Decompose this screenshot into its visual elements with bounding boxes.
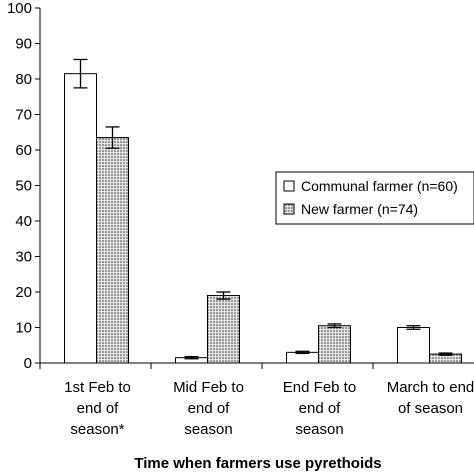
x-category-label: March to end — [387, 379, 474, 396]
legend-label-new: New farmer (n=74) — [301, 201, 418, 217]
chart-bars — [64, 58, 462, 364]
x-category-label: of season — [398, 400, 463, 417]
legend-box — [275, 171, 474, 225]
bar-new — [207, 295, 240, 364]
x-axis-label: Time when farmers use pyrethoids — [134, 455, 381, 472]
x-category-label: season* — [70, 421, 124, 438]
bar-new — [96, 137, 129, 364]
x-category-label: season — [295, 421, 343, 438]
x-category-label: season — [184, 421, 232, 438]
x-category-label: end of — [299, 400, 342, 417]
y-tick-label: 10 — [15, 320, 32, 337]
y-tick-label: 0 — [24, 355, 32, 372]
legend-swatch-communal — [283, 180, 295, 192]
y-tick-label: 50 — [15, 178, 32, 195]
y-tick-label: 100 — [7, 0, 32, 17]
y-tick-label: 40 — [15, 213, 32, 230]
y-tick-label: 60 — [15, 142, 32, 159]
x-category-label: End Feb to — [283, 379, 356, 396]
x-category-label: end of — [188, 400, 231, 417]
chart-legend: Communal farmer (n=60) New farmer (n=74) — [275, 171, 474, 225]
bar-communal — [397, 327, 430, 364]
bar-communal — [64, 73, 97, 364]
x-axis-categories: 1st Feb to end of season* Mid Feb to end of s… — [39, 363, 474, 438]
x-category-label: end of — [77, 400, 120, 417]
legend-swatch-new — [283, 203, 295, 215]
x-category-label: Mid Feb to — [173, 379, 244, 396]
y-axis-ticks: 0 10 20 30 40 50 60 70 80 90 100 — [7, 0, 40, 372]
bar-new — [318, 325, 351, 364]
y-tick-label: 80 — [15, 71, 32, 88]
legend-label-communal: Communal farmer (n=60) — [301, 178, 458, 194]
y-tick-label: 30 — [15, 249, 32, 266]
y-tick-label: 90 — [15, 36, 32, 53]
x-category-label: 1st Feb to — [64, 379, 131, 396]
y-tick-label: 20 — [15, 284, 32, 301]
y-tick-label: 70 — [15, 107, 32, 124]
